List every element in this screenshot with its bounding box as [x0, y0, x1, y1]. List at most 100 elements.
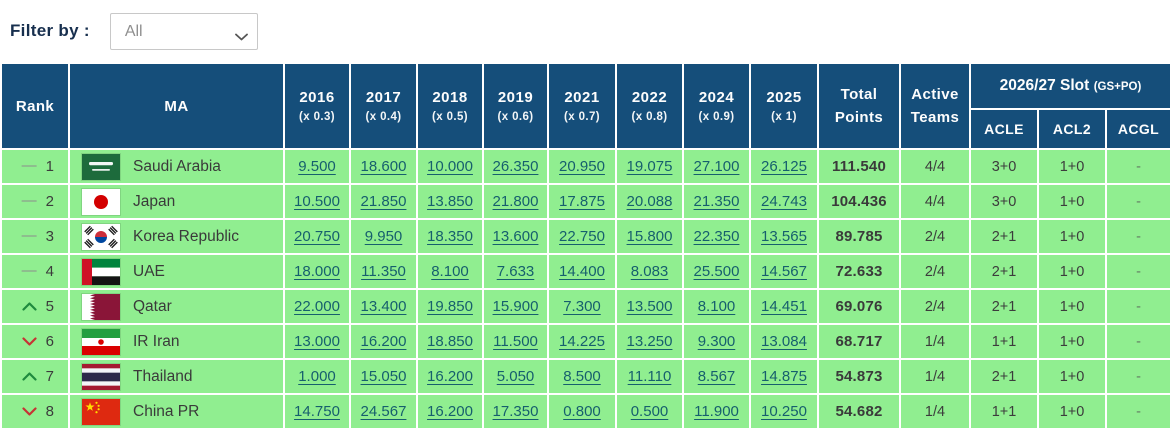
score-link[interactable]: 13.850 [427, 193, 473, 210]
score-link[interactable]: 16.200 [427, 403, 473, 420]
table-row: — 2 Japan 10.500 21.850 13.850 21.800 17.… [0, 183, 1170, 220]
score-link[interactable]: 24.743 [761, 193, 807, 210]
score-link[interactable]: 9.500 [298, 158, 336, 175]
score-link[interactable]: 7.300 [563, 298, 601, 315]
active-teams: 1/4 [899, 323, 971, 360]
score-link[interactable]: 13.600 [492, 228, 539, 245]
score-link[interactable]: 10.500 [294, 193, 340, 210]
flag-uae-icon [82, 258, 120, 285]
score-link[interactable]: 22.350 [693, 228, 740, 245]
score-link[interactable]: 15.900 [492, 298, 539, 315]
score-link[interactable]: 14.875 [761, 368, 807, 385]
active-teams: 2/4 [899, 253, 971, 290]
score-link[interactable]: 17.350 [492, 403, 539, 420]
score-link[interactable]: 13.565 [761, 228, 807, 245]
slot-acgl: - [1105, 323, 1170, 360]
header-year-2021: 2021 (x 0.7) [547, 62, 617, 150]
flag-thailand-icon [82, 363, 120, 390]
score-link[interactable]: 14.567 [761, 263, 807, 280]
header-acle: ACLE [969, 108, 1039, 150]
filter-select[interactable]: All [109, 12, 258, 50]
score-link[interactable]: 13.500 [626, 298, 673, 315]
score-link[interactable]: 22.750 [559, 228, 605, 245]
score-link[interactable]: 10.250 [761, 403, 807, 420]
score-link[interactable]: 11.900 [694, 403, 739, 420]
score-link[interactable]: 7.633 [496, 263, 535, 280]
score-link[interactable]: 8.567 [697, 368, 736, 385]
score-link[interactable]: 13.000 [294, 333, 340, 350]
score-link[interactable]: 14.225 [559, 333, 605, 350]
score-link[interactable]: 14.750 [294, 403, 340, 420]
country-name: IR Iran [133, 332, 180, 350]
header-active-teams: Active Teams [899, 62, 971, 150]
score-link[interactable]: 22.000 [294, 298, 340, 315]
total-points: 104.436 [817, 183, 901, 220]
score-link[interactable]: 8.500 [563, 368, 601, 385]
score-link[interactable]: 27.100 [693, 158, 740, 175]
score-link[interactable]: 18.350 [427, 228, 473, 245]
score-link[interactable]: 11.350 [361, 263, 406, 280]
header-year-2016: 2016 (x 0.3) [283, 62, 351, 150]
score-link[interactable]: 24.567 [360, 403, 407, 420]
score-link[interactable]: 20.950 [559, 158, 605, 175]
score-link[interactable]: 16.200 [360, 333, 407, 350]
slot-acle: 2+1 [969, 218, 1039, 255]
score-link[interactable]: 21.350 [693, 193, 740, 210]
slot-acl2: 1+0 [1037, 183, 1107, 220]
slot-acgl: - [1105, 218, 1170, 255]
score-link[interactable]: 14.400 [559, 263, 605, 280]
table-row: 8 China PR 14.750 24.567 16.200 17.350 0… [0, 393, 1170, 430]
score-link[interactable]: 20.088 [626, 193, 673, 210]
score-link[interactable]: 9.300 [697, 333, 736, 350]
slot-acgl: - [1105, 148, 1170, 185]
score-link[interactable]: 0.500 [630, 403, 669, 420]
active-teams: 1/4 [899, 393, 971, 430]
slot-acle: 2+1 [969, 358, 1039, 395]
header-ma: MA [68, 62, 285, 150]
score-link[interactable]: 18.600 [360, 158, 407, 175]
country-name: China PR [133, 402, 200, 420]
header-year-2017: 2017 (x 0.4) [349, 62, 418, 150]
score-link[interactable]: 26.125 [761, 158, 807, 175]
score-link[interactable]: 13.084 [761, 333, 807, 350]
flag-qatar-icon [82, 293, 120, 320]
score-link[interactable]: 8.100 [697, 298, 736, 315]
score-link[interactable]: 18.000 [294, 263, 340, 280]
score-link[interactable]: 21.850 [360, 193, 407, 210]
total-points: 69.076 [817, 288, 901, 325]
score-link[interactable]: 17.875 [559, 193, 605, 210]
table-row: —4 UAE 18.000 11.350 8.100 7.633 14.400 … [0, 253, 1170, 290]
score-link[interactable]: 11.110 [627, 368, 672, 385]
active-teams: 2/4 [899, 218, 971, 255]
flag-saudi-arabia-icon [82, 153, 120, 180]
score-link[interactable]: 19.075 [626, 158, 673, 175]
slot-acle: 2+1 [969, 253, 1039, 290]
score-link[interactable]: 9.950 [364, 228, 403, 245]
rank-down-icon [22, 407, 37, 416]
score-link[interactable]: 14.451 [761, 298, 807, 315]
score-link[interactable]: 18.850 [427, 333, 473, 350]
score-link[interactable]: 5.050 [496, 368, 535, 385]
slot-acgl: - [1105, 358, 1170, 395]
score-link[interactable]: 20.750 [294, 228, 340, 245]
score-link[interactable]: 0.800 [563, 403, 601, 420]
score-link[interactable]: 13.250 [626, 333, 673, 350]
score-link[interactable]: 15.800 [626, 228, 673, 245]
filter-label: Filter by : [10, 21, 90, 40]
score-link[interactable]: 26.350 [492, 158, 539, 175]
country-name: Saudi Arabia [133, 157, 221, 175]
active-teams: 4/4 [899, 148, 971, 185]
country-name: Qatar [133, 297, 172, 315]
score-link[interactable]: 25.500 [693, 263, 740, 280]
score-link[interactable]: 11.500 [493, 333, 538, 350]
score-link[interactable]: 1.000 [298, 368, 336, 385]
score-link[interactable]: 21.800 [492, 193, 539, 210]
score-link[interactable]: 19.850 [427, 298, 473, 315]
score-link[interactable]: 8.083 [630, 263, 669, 280]
score-link[interactable]: 10.000 [427, 158, 473, 175]
score-link[interactable]: 8.100 [431, 263, 469, 280]
score-link[interactable]: 13.400 [360, 298, 407, 315]
slot-acgl: - [1105, 183, 1170, 220]
score-link[interactable]: 15.050 [360, 368, 407, 385]
score-link[interactable]: 16.200 [427, 368, 473, 385]
